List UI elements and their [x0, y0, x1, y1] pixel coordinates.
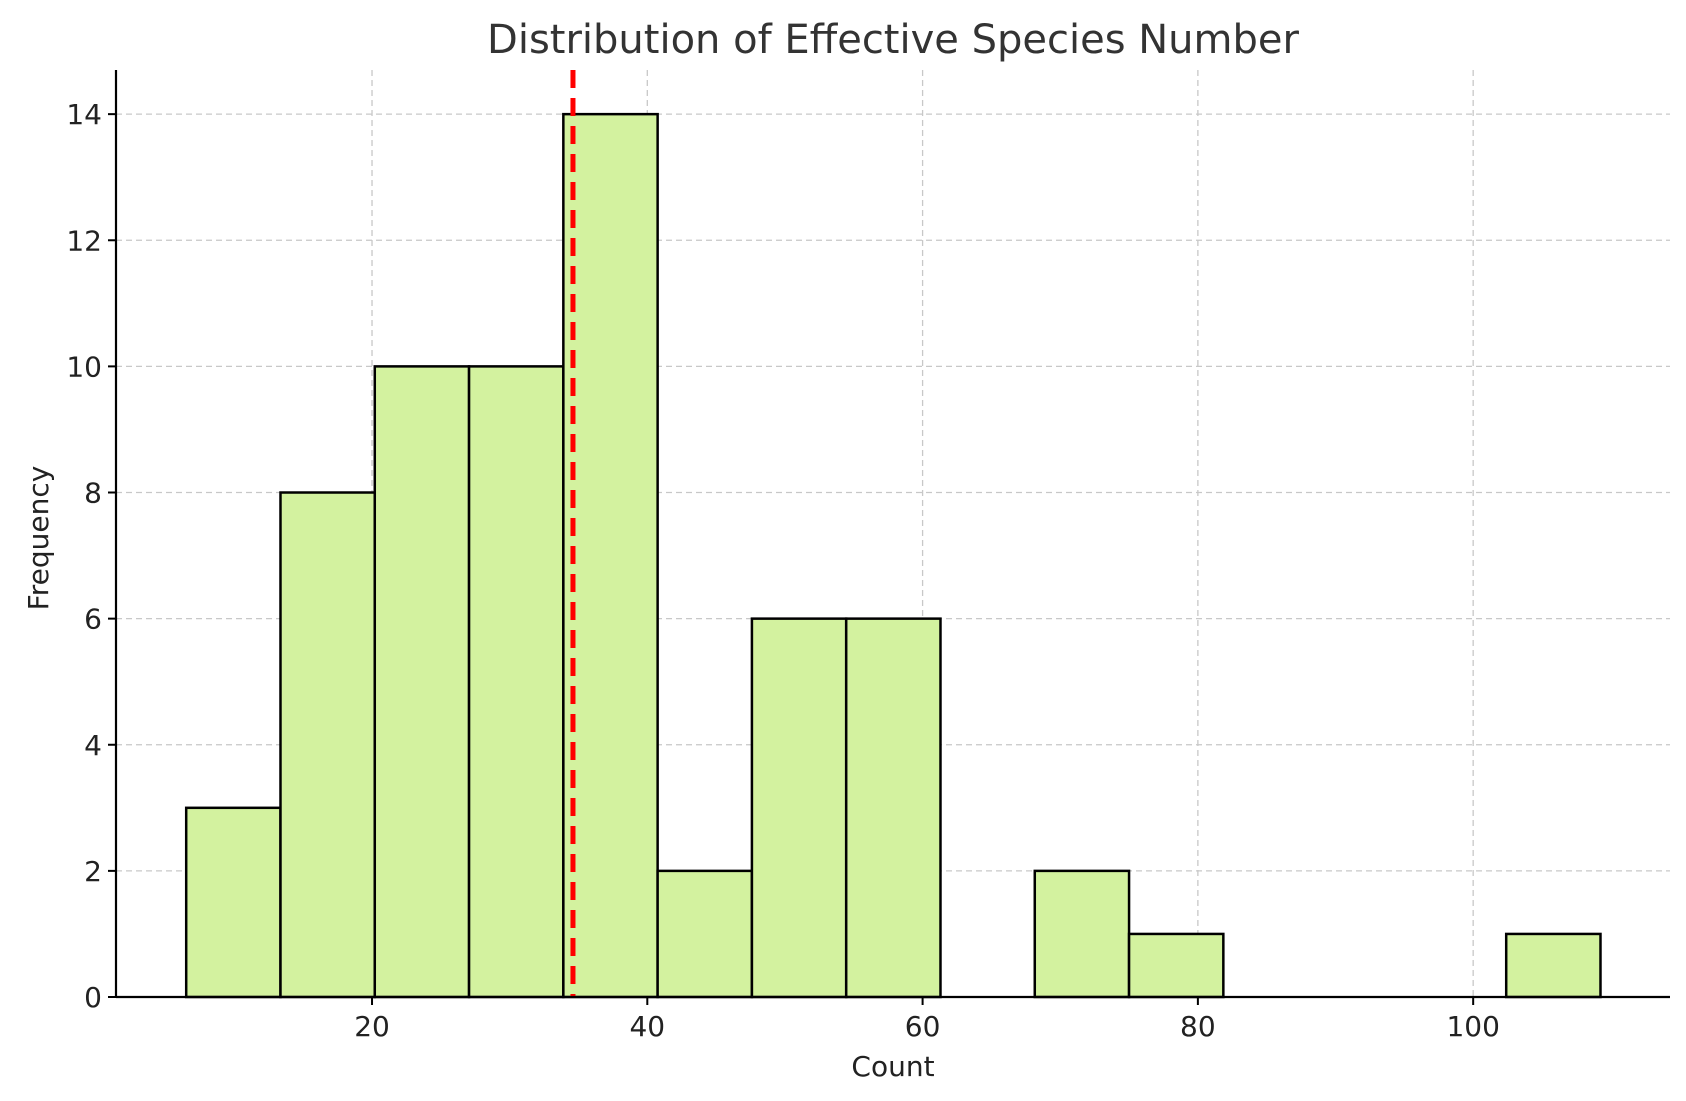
- histogram-bars: [184, 112, 1602, 999]
- y-tick-label: 4: [84, 729, 102, 762]
- histogram-bar: [1127, 932, 1225, 999]
- y-tick-label: 8: [84, 477, 102, 510]
- histogram-bar: [844, 617, 942, 999]
- x-tick-label: 60: [905, 1010, 941, 1043]
- histogram-bar: [373, 365, 471, 999]
- histogram-bar: [1033, 869, 1131, 999]
- y-tick-label: 0: [84, 981, 102, 1014]
- axes: 20 40 60 80 100 0 2 4 6 8 10 12 14: [66, 70, 1670, 1043]
- y-axis-label: Frequency: [22, 466, 55, 611]
- histogram-bar: [467, 365, 565, 999]
- histogram-bar: [1504, 932, 1602, 999]
- x-tick-label: 80: [1180, 1010, 1216, 1043]
- x-axis-label: Count: [851, 1050, 934, 1083]
- y-tick-label: 2: [84, 855, 102, 888]
- x-tick-label: 20: [354, 1010, 390, 1043]
- y-tick-label: 12: [66, 224, 102, 257]
- y-tick-label: 6: [84, 603, 102, 636]
- y-tick-label: 10: [66, 350, 102, 383]
- x-tick-label: 40: [629, 1010, 665, 1043]
- histogram-bar: [184, 806, 282, 999]
- histogram-bar: [656, 869, 754, 999]
- y-tick-label: 14: [66, 98, 102, 131]
- histogram-bar: [279, 491, 377, 999]
- histogram-bar: [750, 617, 848, 999]
- chart-title: Distribution of Effective Species Number: [487, 17, 1299, 63]
- histogram-bar: [562, 112, 659, 999]
- x-tick-label: 100: [1446, 1010, 1499, 1043]
